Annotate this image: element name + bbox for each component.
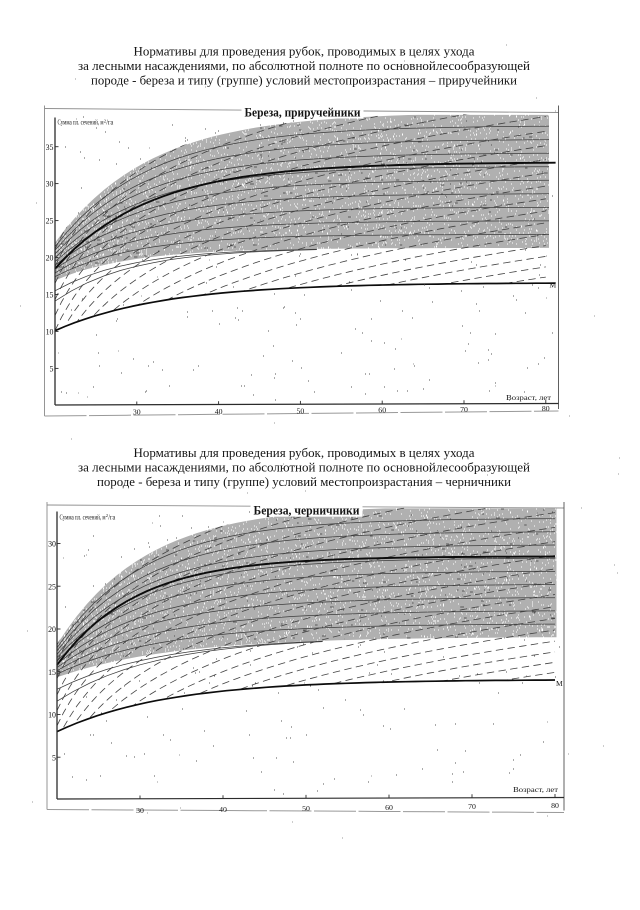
svg-text:15: 15 <box>46 291 54 300</box>
svg-text:/га: /га <box>106 120 113 127</box>
svg-text:30: 30 <box>46 180 54 189</box>
svg-text:Нормативы для проведения рубок: Нормативы для проведения рубок, проводим… <box>134 446 475 460</box>
svg-text:5: 5 <box>52 753 56 762</box>
svg-text:за лесными насаждениями, по аб: за лесными насаждениями, по абсолютной п… <box>78 461 530 475</box>
svg-text:2: 2 <box>104 118 107 123</box>
svg-text:70: 70 <box>460 405 468 414</box>
svg-text:2: 2 <box>106 513 109 518</box>
svg-text:40: 40 <box>219 805 227 814</box>
svg-text:35: 35 <box>46 143 54 152</box>
svg-text:5: 5 <box>50 365 54 374</box>
svg-text:60: 60 <box>378 406 386 415</box>
svg-text:Береза, черничники: Береза, черничники <box>254 504 360 518</box>
svg-text:/га: /га <box>108 514 115 521</box>
svg-text:Сумма пл. сечений, м: Сумма пл. сечений, м <box>60 514 107 521</box>
svg-text:Возраст, лет: Возраст, лет <box>506 395 551 402</box>
svg-text:40: 40 <box>215 407 223 416</box>
svg-text:30: 30 <box>136 806 144 815</box>
svg-text:80: 80 <box>551 801 559 810</box>
svg-text:10: 10 <box>48 711 56 720</box>
svg-text:50: 50 <box>302 804 310 813</box>
svg-text:50: 50 <box>297 406 305 415</box>
svg-text:М: М <box>550 280 557 289</box>
svg-text:70: 70 <box>468 802 476 811</box>
svg-text:Сумма пл. сечений, м: Сумма пл. сечений, м <box>58 120 105 127</box>
svg-text:породе - береза и типу (группе: породе - береза и типу (группе) условий … <box>97 475 511 489</box>
svg-text:М: М <box>556 679 563 688</box>
svg-text:за лесными насаждениями, по аб: за лесными насаждениями, по абсолютной п… <box>78 59 530 73</box>
svg-text:60: 60 <box>385 803 393 812</box>
svg-text:породе - береза и типу (группе: породе - береза и типу (группе) условий … <box>91 74 517 88</box>
svg-text:15: 15 <box>48 668 56 677</box>
svg-text:25: 25 <box>46 217 54 226</box>
svg-text:10: 10 <box>46 328 54 337</box>
svg-text:Береза, приручейники: Береза, приручейники <box>245 106 361 120</box>
svg-text:Возраст, лет: Возраст, лет <box>513 787 558 794</box>
svg-text:30: 30 <box>48 540 56 549</box>
svg-text:20: 20 <box>48 625 56 634</box>
svg-text:Нормативы для проведения рубок: Нормативы для проведения рубок, проводим… <box>134 45 475 59</box>
svg-text:80: 80 <box>542 404 550 413</box>
svg-text:20: 20 <box>46 254 54 263</box>
svg-text:30: 30 <box>133 408 141 417</box>
svg-text:25: 25 <box>48 582 56 591</box>
